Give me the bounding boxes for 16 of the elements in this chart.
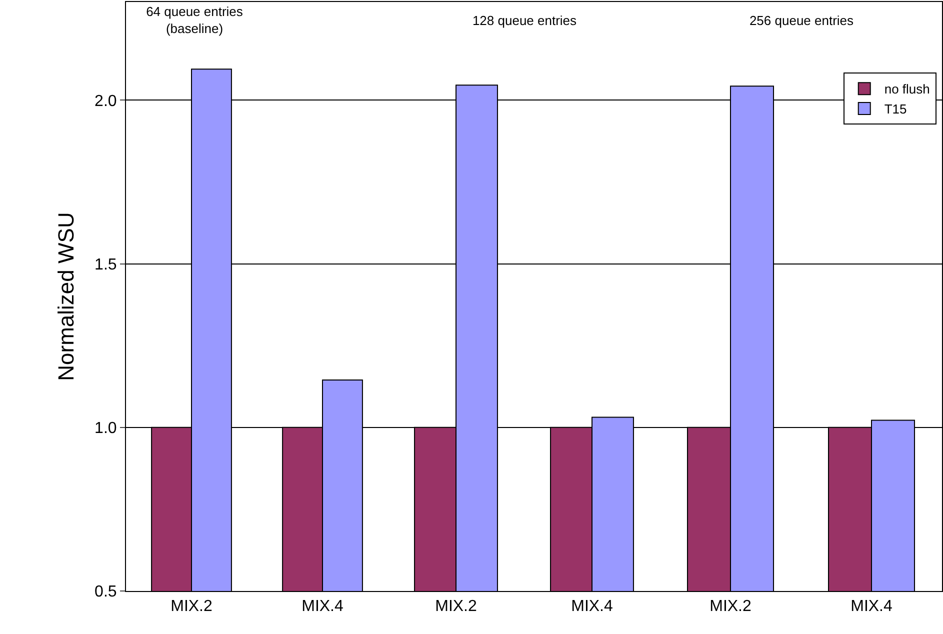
x-tick-label: MIX.4: [571, 598, 613, 616]
y-tick-label: 2.0: [94, 92, 117, 110]
x-tick-label: MIX.2: [435, 598, 477, 616]
y-tick-label: 1.0: [94, 420, 117, 437]
text: 64 queue entries (baseline): [146, 4, 244, 36]
x-tick-label: MIX.4: [302, 598, 344, 616]
y-tick-label: 0.5: [94, 584, 117, 601]
x-tick-label: MIX.4: [850, 598, 892, 616]
x-tick-label: MIX.2: [710, 598, 752, 616]
text: 256 queue entries: [749, 12, 854, 28]
x-tick-label: MIX.2: [170, 598, 212, 616]
text: 128 queue entries: [472, 12, 578, 28]
y-axis-title: Normalized WSU: [53, 212, 78, 381]
legend-label: T15: [884, 102, 907, 117]
legend-label: no flush: [884, 82, 930, 97]
y-tick-label: 1.5: [94, 256, 117, 274]
